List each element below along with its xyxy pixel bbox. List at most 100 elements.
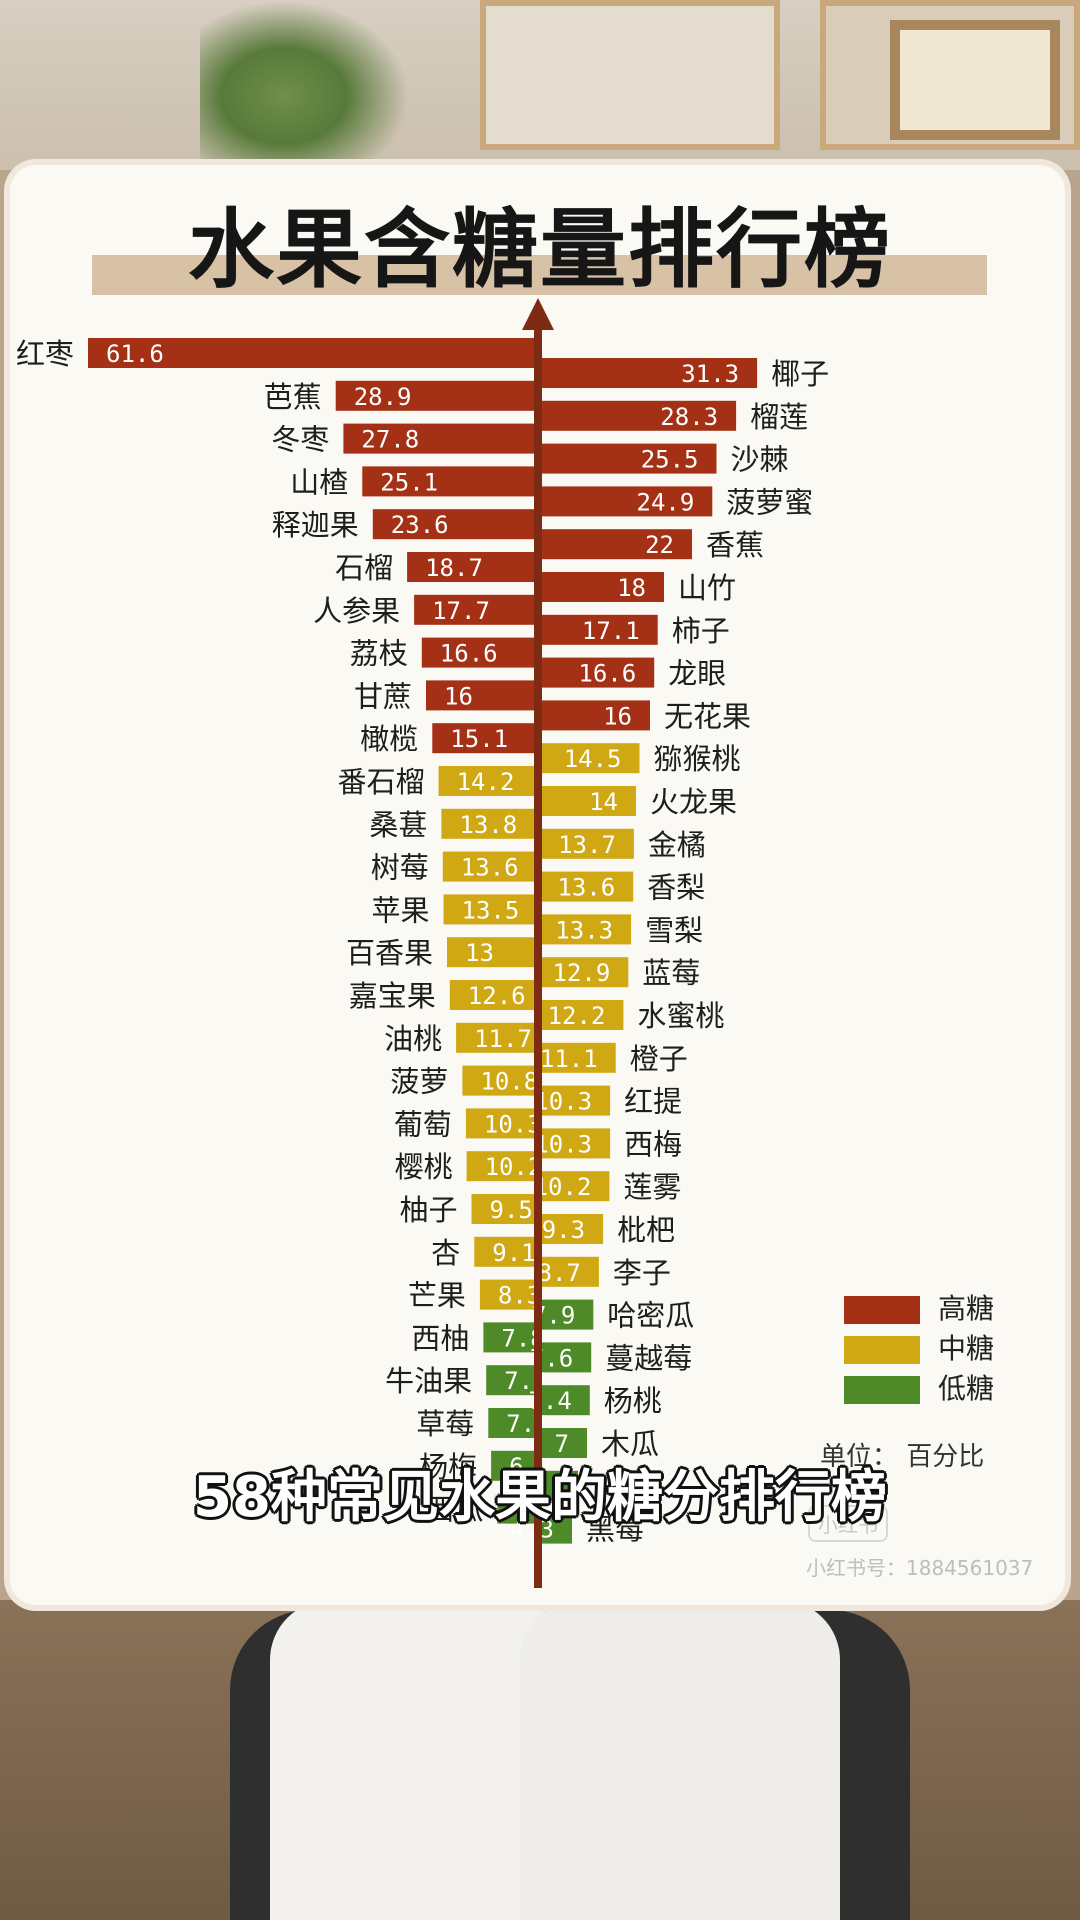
bar-left <box>456 1022 538 1053</box>
bar-left <box>474 1236 538 1267</box>
fruit-label: 桑葚 <box>369 808 427 842</box>
fruit-label: 莲雾 <box>623 1170 681 1204</box>
bar-right <box>538 657 655 688</box>
fruit-label: 杏 <box>431 1236 460 1270</box>
bar-right <box>538 1342 592 1373</box>
bar-value-label: 16 <box>603 702 632 730</box>
bar-value-label: 10.2 <box>534 1173 592 1201</box>
fruit-label: 芭蕉 <box>264 380 322 414</box>
bar-left <box>488 1408 538 1438</box>
fruit-label: 雪梨 <box>645 913 703 947</box>
fruit-label: 猕猴桃 <box>654 742 741 776</box>
bar-value-label: 27.8 <box>361 426 419 454</box>
bar-right <box>538 572 664 602</box>
bar-value-label: 10.3 <box>534 1088 592 1116</box>
bar-value-label: 14 <box>589 788 618 816</box>
background-plant <box>200 0 410 160</box>
bar-left <box>491 1450 538 1481</box>
fruit-label: 香梨 <box>647 871 705 905</box>
bar-value-label: 10.2 <box>485 1153 543 1181</box>
fruit-label: 菠萝 <box>390 1065 448 1099</box>
bar-right <box>538 914 632 945</box>
bar-left <box>414 594 538 625</box>
fruit-label: 冬枣 <box>271 423 329 457</box>
chart-title: 水果含糖量排行榜 <box>188 200 892 300</box>
bar-right <box>538 871 634 902</box>
bar-value-label: 16.6 <box>578 660 636 688</box>
fruit-label: 番石榴 <box>338 765 425 799</box>
axis-arrow-icon <box>522 298 554 330</box>
fruit-label: 木瓜 <box>601 1427 659 1461</box>
background-picture-frame <box>890 20 1060 140</box>
bar-value-label: 8.7 <box>538 1259 581 1287</box>
bar-right <box>538 1256 599 1287</box>
bar-right <box>538 1470 578 1501</box>
bar-value-label: 4.3 <box>511 1516 554 1544</box>
bar-right <box>538 786 636 816</box>
bar-right <box>538 743 640 774</box>
bar-right <box>538 1171 610 1202</box>
bar-left <box>441 808 538 839</box>
fruit-label: 嘉宝果 <box>349 979 436 1013</box>
fruit-label: 无花果 <box>664 699 751 733</box>
bar-right <box>538 1385 590 1416</box>
bars-group: 61.6 红枣 28.9 芭蕉 27.8 冬枣 25.1 山楂 23.6 释迦果 18.7 石榴 17.… <box>16 337 829 1547</box>
bar-value-label: 12.6 <box>468 982 526 1010</box>
bar-value-label: 18 <box>617 574 646 602</box>
fruit-label: 蓝莓 <box>642 956 700 990</box>
legend-swatch-low <box>844 1376 920 1404</box>
fruit-label: 草莓 <box>416 1407 474 1441</box>
fruit-label: 芒果 <box>408 1279 466 1313</box>
bar-right <box>538 1299 594 1330</box>
bar-value-label: 13.6 <box>461 854 519 882</box>
fruit-label: 柿子 <box>672 614 730 648</box>
bar-value-label: 25.5 <box>641 446 699 474</box>
bar-value-label: 10.8 <box>480 1068 538 1096</box>
bar-right <box>538 828 634 859</box>
bar-right <box>538 443 717 474</box>
bar-left <box>486 1365 538 1396</box>
bar-left <box>372 509 538 540</box>
bar-right <box>538 529 692 560</box>
bar-right <box>538 1214 604 1244</box>
bar-right <box>538 1513 572 1544</box>
bar-value-label: 10.3 <box>484 1110 542 1138</box>
bar-value-label: 12.2 <box>548 1002 606 1030</box>
bar-left <box>335 380 538 411</box>
background-shelf <box>480 0 780 150</box>
fruit-label: 水蜜桃 <box>637 999 724 1033</box>
bar-value-label: 23.6 <box>391 511 449 539</box>
bar-left <box>443 894 538 925</box>
bar-left <box>449 980 538 1010</box>
bar-value-label: 13 <box>465 939 494 967</box>
bar-left <box>432 723 538 754</box>
bar-left <box>442 851 538 882</box>
bar-left <box>447 937 538 968</box>
bar-left <box>465 1108 538 1139</box>
bar-value-label: 9.5 <box>490 1196 533 1224</box>
bar-value-label: 13.3 <box>555 916 613 944</box>
bar-value-label: 17.7 <box>432 597 490 625</box>
fruit-label: 石榴 <box>335 551 393 585</box>
fruit-label: 荔枝 <box>350 637 408 671</box>
bar-value-label: 31.3 <box>681 360 739 388</box>
bar-value-label: 7 <box>555 1430 569 1458</box>
bar-value-label: 15.1 <box>450 725 508 753</box>
fruit-label: 榴莲 <box>750 400 808 434</box>
bar-value-label: 10.3 <box>534 1130 592 1158</box>
unit-label: 单位： 百分比 <box>820 1442 985 1472</box>
bar-left <box>362 466 538 497</box>
fruit-label: 树莓 <box>371 851 429 885</box>
bar-left <box>497 1493 538 1524</box>
bar-value-label: 18.7 <box>425 554 483 582</box>
bar-left <box>479 1279 538 1310</box>
bar-value-label: 14.5 <box>564 745 622 773</box>
bar-left <box>466 1151 538 1182</box>
legend-label-low: 低糖 <box>938 1372 995 1405</box>
title-underline <box>92 255 987 295</box>
fruit-label: 葡萄 <box>394 1107 452 1141</box>
bar-right <box>538 1085 611 1116</box>
fruit-label: 火龙果 <box>650 785 737 819</box>
watermark-account: 小红书号：1884561037 <box>806 1556 1034 1580</box>
bar-value-label: 24.9 <box>637 488 695 516</box>
